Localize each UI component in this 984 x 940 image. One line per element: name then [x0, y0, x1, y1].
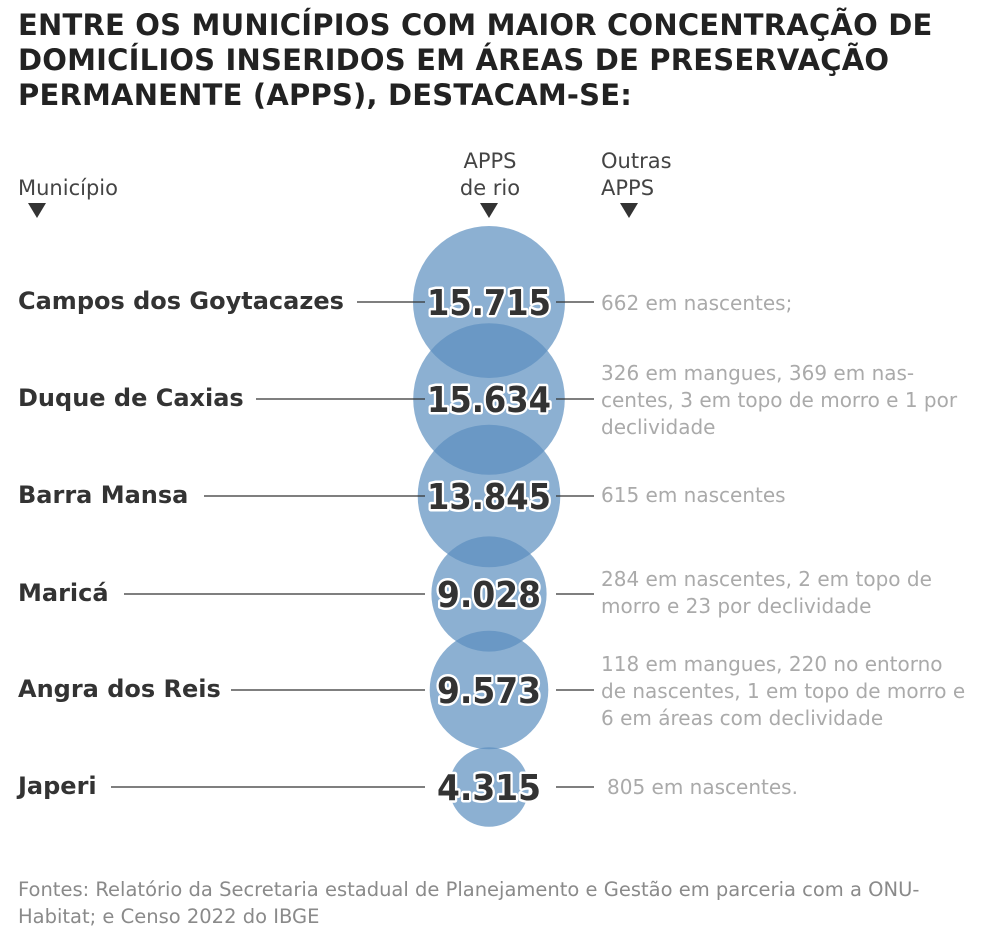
municipio-name: Angra dos Reis: [18, 675, 221, 703]
header-outras-apps-line1: Outras: [601, 149, 672, 173]
bubble-2: [417, 424, 561, 568]
outras-apps-note: 615 em nascentes: [601, 483, 786, 507]
source-note: Fontes: Relatório da Secretaria estadual…: [18, 878, 920, 928]
municipio-name: Japeri: [18, 772, 97, 800]
header-municipio: Município: [18, 176, 118, 200]
outras-apps-note: 326 em mangues, 369 em nas-centes, 3 em …: [601, 361, 958, 439]
chart-title: ENTRE OS MUNICÍPIOS COM MAIOR CONCENTRAÇ…: [18, 8, 933, 112]
outras-apps-note: 118 em mangues, 220 no entorno de nascen…: [601, 652, 966, 730]
header-outras-apps-line2: APPS: [601, 176, 655, 200]
header-outras-apps-arrow-icon: [620, 203, 638, 218]
bubble-value-label: 13.845: [427, 477, 551, 518]
bubble-value-label: 9.028: [437, 575, 541, 616]
header-municipio-arrow-icon: [28, 203, 46, 218]
municipio-name: Duque de Caxias: [18, 384, 244, 412]
outras-apps-note: 284 em nascentes, 2 em topo de morro e 2…: [601, 567, 932, 618]
municipio-name: Campos dos Goytacazes: [18, 287, 344, 315]
header-apps-rio-line2: de rio: [459, 176, 521, 200]
header-apps-rio: APPS de rio: [450, 148, 530, 202]
bubble-3: [431, 536, 547, 652]
bubble-value-label: 4.315: [437, 768, 541, 809]
header-outras-apps: Outras APPS: [601, 148, 672, 202]
municipio-name: Maricá: [18, 579, 109, 607]
bubble-chart: 15.715 15.634 13.845 9.028 9.573 4.315: [111, 226, 594, 827]
bubble-value-label: 15.634: [427, 380, 551, 421]
bubble-value-label: 15.715: [427, 283, 551, 324]
bubble-value-label: 9.573: [437, 671, 541, 712]
header-apps-rio-line1: APPS: [463, 149, 517, 173]
outras-apps-note: 805 em nascentes.: [607, 775, 798, 799]
bubble-4: [429, 630, 549, 750]
bubble-5: [449, 747, 529, 827]
outras-apps-note: 662 em nascentes;: [601, 291, 793, 315]
municipio-name: Barra Mansa: [18, 481, 189, 509]
header-apps-rio-arrow-icon: [480, 203, 498, 218]
